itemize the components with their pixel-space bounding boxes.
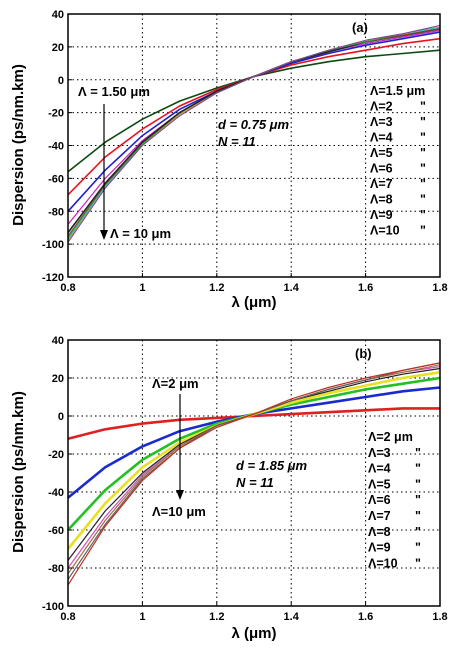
y-tick-label: -20 [48,108,64,120]
x-axis-label-panel-b: λ (μm) [231,625,276,642]
legend-label-b-2: Λ=3 [368,446,391,460]
legend-label-a-10: Λ=10 [370,224,400,238]
y-tick-label: 0 [58,411,64,423]
legend-panel-b: Λ=2 μm Λ=3 " Λ=4 " Λ=5 " Λ=6 " Λ=7 " Λ=8 " Λ=9 " Λ=10 " [368,430,421,570]
param-d-panel-a: d = 0.75 μm [218,117,290,132]
chart-panel-b: 0.8 1 1.2 1.4 1.6 1.8 -100 -80 -60 -40 -20 0 20 40 (… [10,335,448,642]
y-tick-label: -80 [48,206,64,218]
y-tick-label: 0 [58,75,64,87]
y-tick-label: -80 [48,563,64,575]
x-ticks-panel-a: 0.8 1 1.2 1.4 1.6 1.8 [60,273,448,294]
series-line-b-9 [67,362,441,586]
x-tick-label: 1.8 [432,282,447,294]
legend-label-a-4: Λ=4 [370,131,393,145]
legend-ditto-b-2: " [415,446,421,460]
y-tick-label: -60 [48,173,64,185]
legend-ditto-b-3: " [415,462,421,476]
y-axis-label-panel-a: Dispersion (ps/nm.km) [10,64,27,226]
legend-label-a-5: Λ=5 [370,146,393,160]
legend-ditto-b-4: " [415,477,421,491]
x-tick-label: 1.8 [432,611,447,623]
legend-label-b-7: Λ=8 [368,525,391,539]
legend-ditto-a-4: " [420,131,426,145]
legend-ditto-a-9: " [420,208,426,222]
arrow-top-label-panel-b: Λ=2 μm [152,376,199,391]
legend-label-b-8: Λ=9 [368,541,391,555]
legend-ditto-b-7: " [415,525,421,539]
legend-label-a-2: Λ=2 [370,100,393,114]
x-tick-label: 0.8 [60,611,75,623]
legend-panel-a: Λ=1.5 μm Λ=2 " Λ=3 " Λ=4 " Λ=5 " Λ=6 " Λ=7 " Λ=8 " Λ=9 "… [370,84,426,238]
panel-label-a: (a) [352,20,368,35]
legend-label-a-8: Λ=8 [370,193,393,207]
panel-label-b: (b) [355,346,372,361]
series-group-panel-b [66,362,441,586]
legend-ditto-b-8: " [415,541,421,555]
legend-ditto-a-6: " [420,162,426,176]
param-d-panel-b: d = 1.85 μm [236,458,308,473]
series-group-panel-a [67,25,441,243]
x-axis-label-panel-a: λ (μm) [231,294,276,311]
y-tick-label: -40 [48,141,64,153]
param-n-panel-b: N = 11 [236,475,274,490]
legend-ditto-b-5: " [415,493,421,507]
y-tick-label: -100 [42,239,64,251]
legend-label-a-7: Λ=7 [370,177,393,191]
legend-label-a-1: Λ=1.5 μm [370,84,425,98]
arrow-bottom-label-panel-b: Λ=10 μm [152,504,206,519]
x-tick-label: 1 [139,611,145,623]
y-tick-label: 20 [52,373,64,385]
param-n-panel-a: N = 11 [218,134,256,149]
y-ticks-panel-b: -100 -80 -60 -40 -20 0 20 40 [42,335,72,613]
legend-ditto-a-10: " [420,224,426,238]
y-ticks-panel-a: -120 -100 -80 -60 -40 -20 0 20 40 [42,9,72,284]
series-line-a-10 [67,25,441,243]
series-line-b-1 [67,407,440,441]
y-tick-label: -100 [42,601,64,613]
x-tick-label: 1.4 [284,611,300,623]
arrow-bottom-label-panel-a: Λ = 10 μm [110,226,171,241]
y-tick-label: -20 [48,449,64,461]
y-tick-label: 20 [52,42,64,54]
x-tick-label: 1.4 [284,282,300,294]
legend-label-b-5: Λ=6 [368,493,391,507]
legend-ditto-a-5: " [420,146,426,160]
arrow-head-panel-b [176,490,184,500]
y-axis-label-panel-b: Dispersion (ps/nm.km) [10,391,27,553]
legend-ditto-a-3: " [420,115,426,129]
legend-label-a-9: Λ=9 [370,208,393,222]
y-tick-label: 40 [52,335,64,347]
y-tick-label: 40 [52,9,64,21]
legend-label-b-4: Λ=5 [368,477,391,491]
plot-frame-panel-b [67,339,441,607]
legend-label-a-6: Λ=6 [370,162,393,176]
arrow-head-panel-a [100,230,108,240]
x-tick-label: 1.6 [358,282,373,294]
legend-label-a-3: Λ=3 [370,115,393,129]
legend-ditto-b-9: " [415,556,421,570]
legend-label-b-6: Λ=7 [368,509,391,523]
chart-panel-a: 0.8 1 1.2 1.4 1.6 1.8 -120 -100 -80 -60 -40 -20 0 20… [10,9,448,311]
legend-label-b-9: Λ=10 [368,556,398,570]
legend-label-b-1: Λ=2 μm [368,430,413,444]
x-ticks-panel-b: 0.8 1 1.2 1.4 1.6 1.8 [60,602,448,623]
y-tick-label: -120 [42,272,64,284]
x-tick-label: 0.8 [60,282,75,294]
legend-ditto-a-7: " [420,177,426,191]
legend-ditto-a-2: " [420,100,426,114]
legend-label-b-3: Λ=4 [368,462,391,476]
legend-ditto-b-6: " [415,509,421,523]
x-tick-label: 1.2 [209,282,224,294]
x-tick-label: 1.6 [358,611,373,623]
y-tick-label: -60 [48,525,64,537]
arrow-top-label-panel-a: Λ = 1.50 μm [78,84,150,99]
x-tick-label: 1 [139,282,145,294]
y-tick-label: -40 [48,487,64,499]
legend-ditto-a-8: " [420,193,426,207]
x-tick-label: 1.2 [209,611,224,623]
